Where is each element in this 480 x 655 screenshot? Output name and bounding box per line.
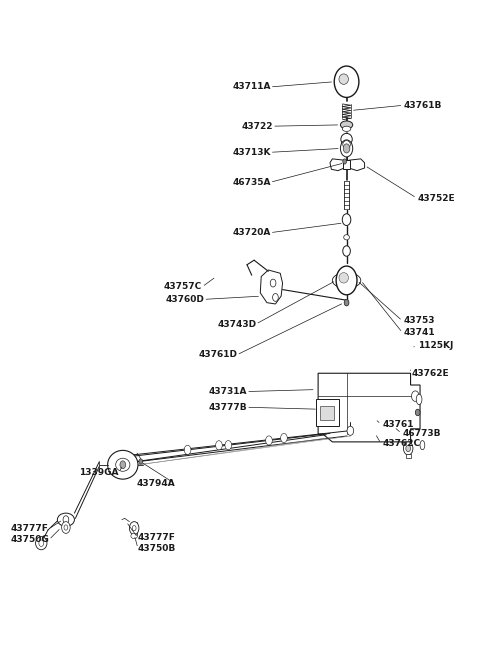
Text: 43761B: 43761B bbox=[404, 101, 442, 110]
Polygon shape bbox=[349, 159, 365, 171]
Ellipse shape bbox=[327, 403, 337, 416]
Text: 43761: 43761 bbox=[382, 420, 414, 429]
Ellipse shape bbox=[344, 299, 349, 306]
Text: 1125KJ: 1125KJ bbox=[418, 341, 453, 350]
Text: 43762C: 43762C bbox=[382, 440, 420, 448]
Ellipse shape bbox=[342, 214, 351, 225]
Ellipse shape bbox=[416, 394, 422, 405]
Text: 43722: 43722 bbox=[241, 122, 273, 131]
Text: 43752E: 43752E bbox=[418, 194, 456, 202]
Text: 43743D: 43743D bbox=[217, 320, 256, 329]
Text: 43731A: 43731A bbox=[208, 387, 247, 396]
Ellipse shape bbox=[340, 121, 353, 129]
Text: 43720A: 43720A bbox=[232, 228, 271, 237]
Ellipse shape bbox=[347, 426, 354, 436]
Ellipse shape bbox=[270, 279, 276, 287]
Ellipse shape bbox=[341, 134, 352, 145]
Ellipse shape bbox=[273, 293, 278, 301]
Ellipse shape bbox=[39, 540, 44, 546]
Ellipse shape bbox=[132, 525, 136, 531]
Text: 43777F: 43777F bbox=[11, 524, 49, 533]
Ellipse shape bbox=[184, 445, 191, 455]
Polygon shape bbox=[318, 373, 420, 442]
Text: 43757C: 43757C bbox=[164, 282, 202, 291]
Text: 1339GA: 1339GA bbox=[79, 468, 118, 477]
Text: 43750G: 43750G bbox=[10, 535, 49, 544]
Ellipse shape bbox=[415, 409, 420, 416]
Text: 43750B: 43750B bbox=[138, 544, 176, 553]
Bar bbox=[406, 454, 410, 458]
Polygon shape bbox=[330, 159, 344, 171]
Ellipse shape bbox=[58, 513, 74, 526]
Text: 43760D: 43760D bbox=[166, 295, 204, 304]
Ellipse shape bbox=[404, 442, 413, 455]
Ellipse shape bbox=[265, 436, 272, 445]
Ellipse shape bbox=[342, 126, 351, 132]
Ellipse shape bbox=[61, 521, 70, 533]
Ellipse shape bbox=[36, 536, 47, 550]
Ellipse shape bbox=[336, 266, 357, 295]
Ellipse shape bbox=[339, 74, 348, 84]
Text: 43777B: 43777B bbox=[208, 403, 247, 412]
Ellipse shape bbox=[343, 246, 350, 256]
Ellipse shape bbox=[339, 272, 348, 283]
Ellipse shape bbox=[108, 451, 138, 479]
Text: 43713K: 43713K bbox=[232, 148, 271, 157]
Ellipse shape bbox=[340, 140, 353, 157]
Bar bbox=[343, 160, 350, 170]
Ellipse shape bbox=[343, 141, 350, 149]
Bar bbox=[316, 400, 338, 426]
Ellipse shape bbox=[63, 515, 69, 523]
Text: 43711A: 43711A bbox=[232, 83, 271, 92]
Text: 43753: 43753 bbox=[404, 316, 435, 326]
Ellipse shape bbox=[334, 66, 359, 98]
Ellipse shape bbox=[130, 521, 139, 534]
Ellipse shape bbox=[131, 533, 137, 538]
Ellipse shape bbox=[281, 434, 287, 443]
Bar bbox=[321, 406, 334, 421]
Ellipse shape bbox=[64, 525, 68, 530]
Text: 43761D: 43761D bbox=[199, 350, 238, 360]
Polygon shape bbox=[260, 270, 283, 304]
Ellipse shape bbox=[225, 441, 231, 450]
Text: 43777F: 43777F bbox=[138, 533, 176, 542]
Ellipse shape bbox=[120, 461, 126, 469]
Ellipse shape bbox=[116, 458, 130, 472]
Text: 46773B: 46773B bbox=[403, 429, 441, 438]
Ellipse shape bbox=[139, 459, 143, 464]
Text: 43762E: 43762E bbox=[412, 369, 450, 378]
Text: 43794A: 43794A bbox=[136, 479, 175, 487]
Ellipse shape bbox=[216, 441, 222, 450]
Text: 43741: 43741 bbox=[404, 328, 435, 337]
Ellipse shape bbox=[344, 234, 349, 240]
Ellipse shape bbox=[411, 391, 419, 402]
Text: 46735A: 46735A bbox=[232, 178, 271, 187]
Ellipse shape bbox=[420, 441, 425, 450]
Ellipse shape bbox=[406, 445, 410, 452]
Ellipse shape bbox=[343, 159, 347, 164]
Ellipse shape bbox=[343, 144, 350, 153]
